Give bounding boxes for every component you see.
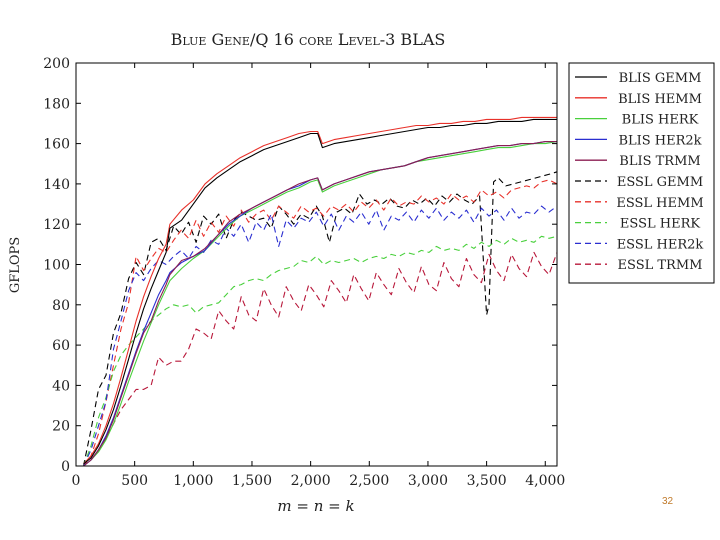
- y-tick-label: 60: [52, 338, 70, 354]
- x-tick-label: 2,500: [349, 473, 389, 489]
- legend: BLIS GEMM BLIS HEMM BLIS HERK BLIS HER2k BLI…: [568, 62, 715, 284]
- x-axis-label: m = n = k: [277, 497, 354, 515]
- y-tick-label: 140: [43, 177, 70, 193]
- x-tick-label: 3,500: [467, 473, 507, 489]
- y-axis-label: GFLOPS: [8, 237, 23, 293]
- legend-label: BLIS TRMM: [619, 154, 700, 169]
- series-line-blis-trmm: [83, 141, 557, 467]
- legend-label: ESSL HEMM: [616, 196, 703, 211]
- y-tick-label: 100: [43, 258, 70, 274]
- legend-label: BLIS HERK: [622, 113, 699, 128]
- series-line-essl-herk: [82, 235, 558, 467]
- x-tick-label: 500: [121, 473, 148, 489]
- x-tick-label: 3,000: [408, 473, 448, 489]
- series-line-essl-gemm: [82, 171, 558, 467]
- series-lines: [82, 116, 558, 467]
- slide-number: 32: [662, 496, 674, 507]
- legend-label: ESSL TRMM: [618, 258, 703, 273]
- y-tick-label: 40: [52, 378, 70, 394]
- series-line-essl-her2k: [83, 205, 558, 467]
- series-line-blis-herk: [83, 141, 558, 467]
- chart-title: Blue Gene/Q 16 core Level-3 BLAS: [171, 30, 446, 49]
- legend-label: BLIS GEMM: [619, 71, 702, 86]
- y-tick-label: 160: [43, 137, 70, 153]
- series-line-essl-hemm: [83, 179, 558, 467]
- x-tick-label: 2,000: [291, 473, 331, 489]
- x-tick-label: 0: [72, 473, 81, 489]
- series-line-blis-gemm: [83, 118, 557, 465]
- y-tick-label: 180: [43, 96, 70, 112]
- y-tick-label: 200: [43, 56, 70, 72]
- x-tick-label: 1,000: [173, 473, 213, 489]
- y-tick-label: 20: [52, 419, 70, 435]
- axis-ticks: 0 20 40 60 80 100 120 140 160 180 200 0 500 1,000 1,50…: [43, 56, 565, 489]
- x-tick-label: 4,000: [525, 473, 565, 489]
- x-tick-label: 1,500: [232, 473, 272, 489]
- legend-box: [568, 62, 715, 284]
- legend-label: ESSL GEMM: [617, 175, 703, 190]
- y-tick-label: 80: [52, 298, 70, 314]
- legend-label: ESSL HERK: [620, 217, 700, 232]
- series-line-blis-hemm: [83, 116, 557, 465]
- legend-label: ESSL HER2k: [617, 237, 704, 252]
- series-line-blis-her2k: [83, 141, 557, 467]
- series-line-essl-trmm: [83, 251, 558, 467]
- y-tick-label: 0: [61, 459, 70, 475]
- legend-label: BLIS HEMM: [618, 92, 702, 107]
- legend-label: BLIS HER2k: [618, 133, 701, 148]
- y-tick-label: 120: [43, 217, 70, 233]
